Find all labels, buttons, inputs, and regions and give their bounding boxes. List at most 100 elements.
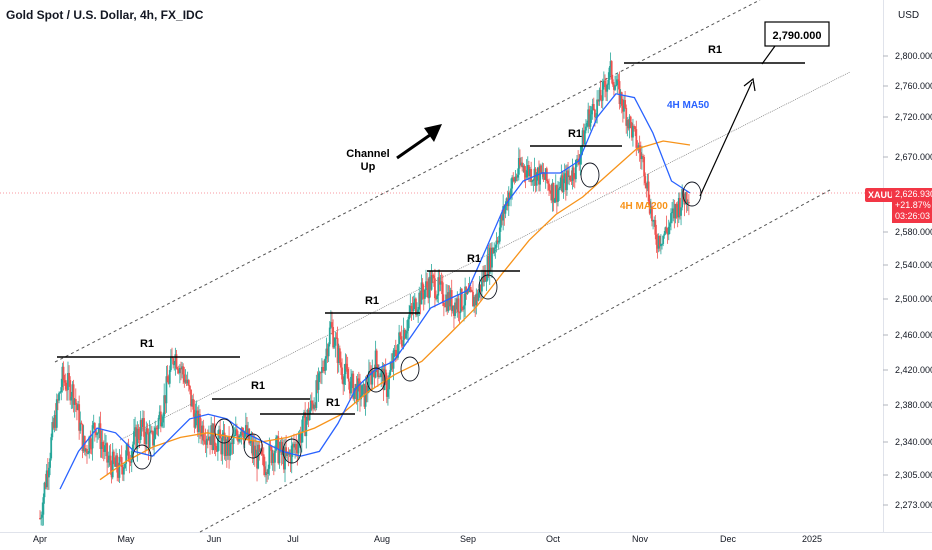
candle-body — [533, 168, 536, 180]
resistance-label: R1 — [467, 253, 481, 265]
candle-body — [351, 373, 354, 377]
candle-body — [236, 429, 238, 436]
candle-body — [60, 387, 63, 393]
candle-body — [186, 380, 189, 384]
candle-body — [571, 167, 574, 181]
candle-body — [539, 165, 541, 185]
target-callout-pointer — [761, 45, 776, 65]
candle-body — [588, 109, 591, 127]
candle-body — [96, 432, 98, 436]
candle-body — [563, 173, 566, 179]
support-circle — [214, 418, 234, 444]
candle-body — [645, 183, 648, 189]
candle-body — [228, 436, 230, 456]
candle-body — [172, 358, 175, 365]
candle-body — [68, 373, 70, 381]
candle-body — [412, 302, 415, 312]
candle-body — [286, 451, 289, 456]
candle-body — [189, 385, 191, 390]
candle-body — [549, 190, 552, 192]
candle-body — [204, 441, 207, 445]
candle-body — [578, 162, 581, 165]
price-tick-label: 2,760.000 — [895, 81, 932, 91]
candle-body — [451, 305, 454, 312]
candle-body — [191, 399, 194, 407]
time-tick-label: Nov — [632, 534, 649, 544]
candle-body — [625, 107, 628, 126]
candle-body — [100, 442, 103, 449]
candle-body — [487, 256, 490, 274]
candle-body — [384, 369, 387, 376]
candle-body — [216, 439, 219, 452]
ma200-label: 4H MA200 — [620, 201, 668, 212]
candle-body — [82, 436, 85, 452]
candle-body — [460, 288, 463, 309]
candle-body — [520, 162, 522, 166]
candle-body — [526, 165, 529, 171]
candle-body — [127, 443, 130, 462]
candle-body — [329, 322, 332, 328]
candle-body — [224, 439, 227, 456]
candle-body — [643, 157, 646, 177]
candle-body — [364, 385, 367, 407]
candle-body — [187, 380, 190, 386]
last-price-marker: XAUUSD 2,626.930 +21.87% 03:26:03 — [865, 188, 932, 224]
candle-body — [534, 168, 537, 186]
candle-body — [143, 418, 145, 437]
candle-body — [109, 455, 112, 466]
candle-body — [51, 422, 54, 438]
candle-body — [555, 185, 558, 202]
resistance-label: R1 — [568, 128, 582, 140]
candle-body — [470, 290, 473, 292]
candle-body — [655, 234, 658, 245]
candle-body — [502, 206, 505, 221]
candle-body — [117, 472, 120, 478]
candle-body — [519, 157, 521, 166]
candle-body — [220, 438, 223, 455]
candle-body — [419, 292, 422, 305]
candle-body — [382, 368, 385, 390]
candle-body — [91, 425, 94, 449]
candle-body — [485, 280, 488, 282]
candle-body — [276, 436, 279, 438]
candle-body — [599, 89, 602, 101]
candle-body — [409, 305, 412, 315]
candle-body — [493, 248, 496, 254]
candle-body — [427, 287, 430, 299]
candle-body — [181, 366, 183, 370]
candle-body — [139, 420, 142, 440]
candle-body — [150, 430, 153, 432]
candle-body — [447, 292, 450, 311]
candle-body — [551, 182, 554, 201]
candle-body — [540, 165, 543, 173]
candle-body — [503, 206, 506, 214]
candle-body — [613, 84, 615, 90]
candle-body — [227, 436, 229, 456]
candle-body — [272, 453, 275, 463]
candle-body — [327, 344, 330, 357]
candle-body — [585, 126, 587, 131]
candle-body — [400, 336, 403, 345]
candle-body — [362, 383, 365, 386]
candle-body — [211, 425, 214, 450]
candle-body — [323, 370, 326, 372]
candle-body — [103, 445, 106, 452]
candle-body — [159, 411, 162, 427]
price-tick-label: 2,580.000 — [895, 227, 932, 237]
candle-body — [248, 428, 251, 444]
candle-body — [667, 226, 670, 235]
candle-body — [660, 243, 662, 247]
candle-body — [116, 455, 119, 473]
candle-body — [197, 414, 200, 432]
candle-body — [558, 188, 561, 190]
candle-body — [298, 433, 301, 442]
candle-body — [674, 204, 677, 219]
candle-body — [664, 227, 667, 234]
candle-body — [295, 443, 298, 450]
candle-body — [112, 451, 115, 462]
candle-body — [352, 373, 355, 399]
support-circle — [243, 433, 263, 459]
candle-body — [478, 284, 481, 293]
time-tick-label: Oct — [546, 534, 561, 544]
